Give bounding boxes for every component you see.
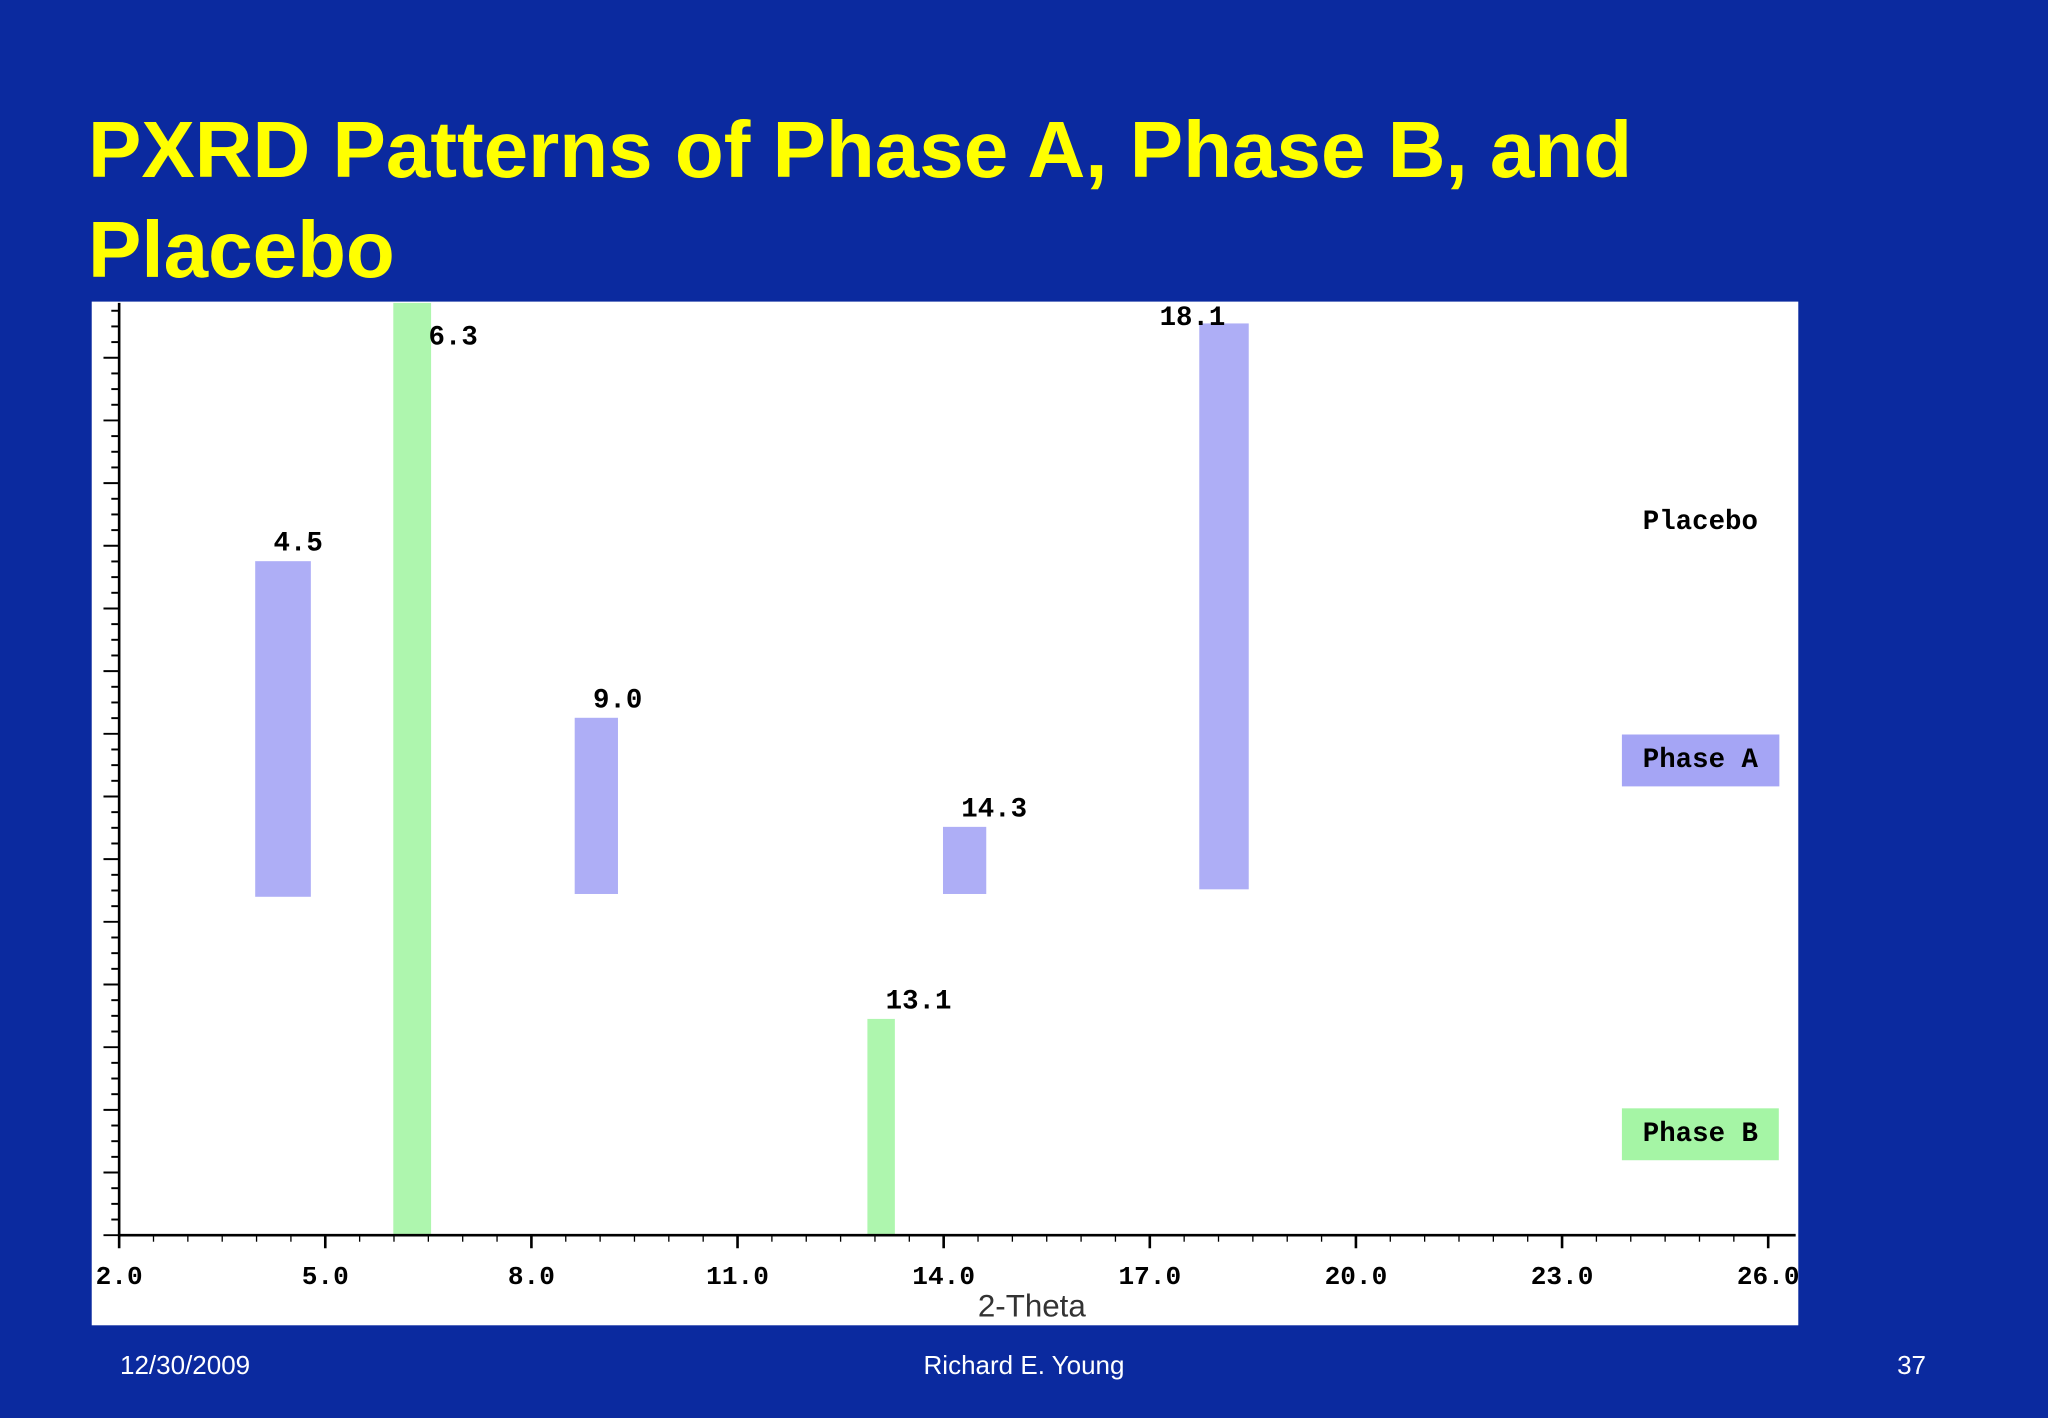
x-axis-label: 2-Theta [978,1289,1087,1324]
highlight-box [867,1018,895,1236]
x-tick-label: 8.0 [508,1262,555,1292]
highlight-box [942,826,987,894]
x-tick-label: 23.0 [1531,1262,1594,1292]
x-tick-label: 11.0 [706,1262,769,1292]
series-label: Placebo [1643,507,1758,538]
highlight-label: 9.0 [593,685,642,716]
x-tick-label: 14.0 [912,1262,975,1292]
highlight-box [574,717,618,894]
series-label-box [1621,734,1780,787]
highlight-box [1199,323,1249,890]
highlight-label: 6.3 [428,323,477,354]
highlight-box [255,561,311,897]
plot-background [91,301,1799,1326]
x-tick-label: 17.0 [1118,1262,1181,1292]
slide-title: PXRD Patterns of Phase A, Phase B, and P… [88,105,1633,294]
x-tick-label: 26.0 [1737,1262,1800,1292]
series-label: Phase B [1643,1119,1758,1150]
highlight-label: 13.1 [886,986,952,1017]
footer-page: 37 [1897,1350,1926,1380]
highlight-label: 14.3 [961,794,1027,825]
x-tick-label: 5.0 [302,1262,349,1292]
footer-date: 12/30/2009 [120,1350,251,1380]
series-label-box [1621,1108,1779,1161]
x-tick-label: 20.0 [1325,1262,1388,1292]
highlight-label: 4.5 [273,529,322,560]
footer-author: Richard E. Young [923,1350,1125,1380]
highlight-label: 18.1 [1160,303,1226,334]
highlight-box [393,302,432,1236]
series-label: Phase A [1643,745,1759,776]
x-tick-label: 2.0 [96,1262,143,1292]
